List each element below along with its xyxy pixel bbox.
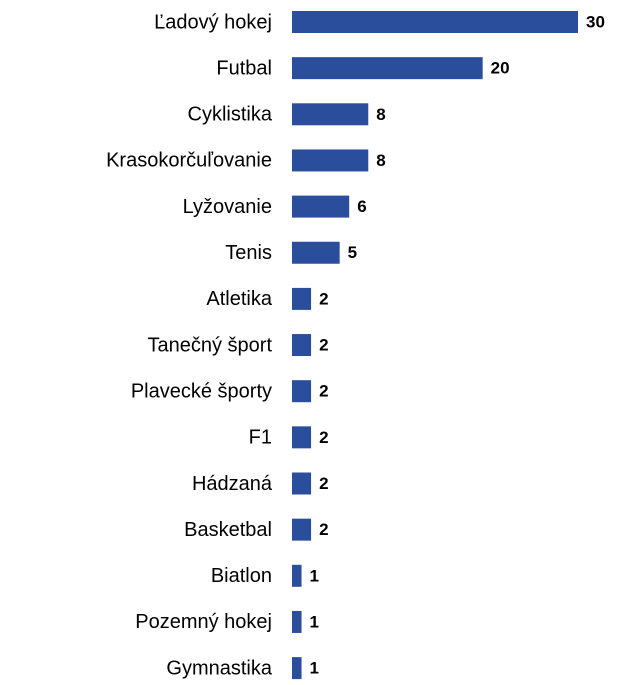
- bar: [292, 287, 312, 310]
- bar: [292, 241, 340, 264]
- bar: [292, 149, 369, 172]
- value-label: 8: [376, 105, 385, 124]
- bar: [292, 657, 302, 680]
- value-label: 5: [348, 243, 357, 262]
- category-label: F1: [249, 427, 272, 449]
- category-label: Krasokorčuľovanie: [106, 150, 272, 172]
- value-label: 2: [319, 336, 328, 355]
- bar: [292, 195, 350, 218]
- bar: [292, 57, 483, 80]
- value-label: 1: [310, 659, 319, 678]
- bar: [292, 334, 312, 357]
- value-label: 2: [319, 474, 328, 493]
- category-label: Gymnastika: [166, 657, 272, 679]
- category-label: Ľadový hokej: [154, 11, 272, 33]
- value-label: 20: [491, 59, 510, 78]
- bar: [292, 380, 312, 403]
- value-label: 2: [319, 382, 328, 401]
- category-label: Basketbal: [184, 519, 272, 541]
- value-label: 2: [319, 520, 328, 539]
- bar: [292, 11, 578, 33]
- value-label: 30: [586, 12, 605, 31]
- value-label: 1: [310, 612, 319, 631]
- category-label: Lyžovanie: [183, 196, 272, 218]
- value-label: 8: [376, 151, 385, 170]
- category-label: Plavecké športy: [131, 380, 272, 402]
- bar: [292, 426, 312, 449]
- category-label: Futbal: [216, 57, 272, 79]
- bar: [292, 103, 369, 126]
- bar: [292, 518, 312, 541]
- category-label: Biatlon: [211, 565, 272, 587]
- category-label: Hádzaná: [192, 473, 273, 495]
- bar: [292, 472, 312, 495]
- category-label: Tenis: [225, 242, 272, 264]
- bar: [292, 610, 302, 633]
- value-label: 2: [319, 428, 328, 447]
- category-label: Tanečný šport: [147, 334, 272, 356]
- category-label: Atletika: [206, 288, 272, 310]
- value-label: 1: [310, 566, 319, 585]
- bar: [292, 564, 302, 587]
- value-label: 6: [357, 197, 366, 216]
- category-label: Pozemný hokej: [135, 611, 272, 633]
- category-label: Cyklistika: [188, 104, 273, 126]
- value-label: 2: [319, 289, 328, 308]
